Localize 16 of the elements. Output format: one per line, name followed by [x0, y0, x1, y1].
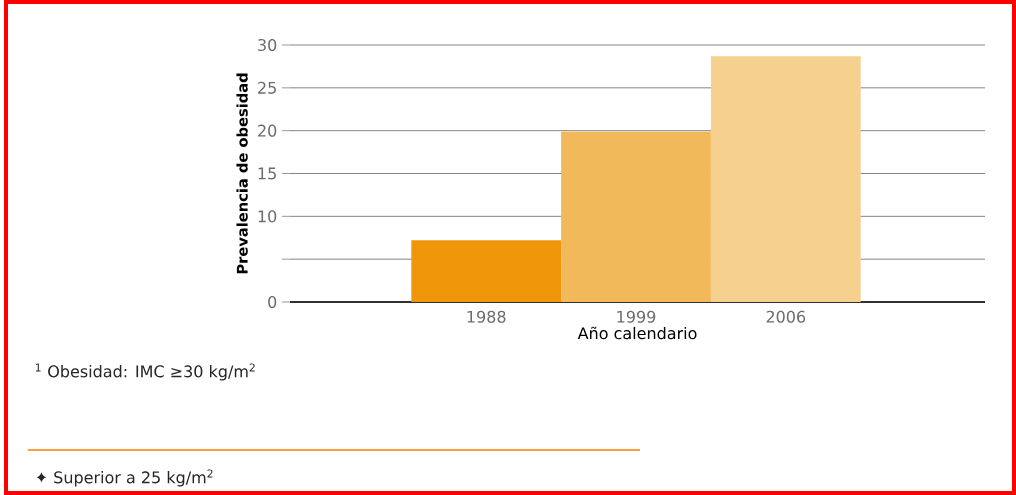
- x-axis-title: Año calendario: [577, 326, 697, 340]
- y-tick-label: 30: [258, 38, 277, 52]
- y-tick-label: 0: [268, 295, 277, 309]
- bar: [710, 56, 861, 302]
- bar: [561, 131, 711, 302]
- x-tick-label: 1988: [467, 310, 506, 323]
- x-tick-label: 1999: [617, 310, 656, 323]
- y-axis-title: Prevalencia de obesidad: [236, 73, 248, 274]
- y-tick-label: 25: [258, 81, 276, 94]
- bar: [411, 240, 562, 302]
- x-tick-label: 2006: [766, 310, 806, 323]
- text: $^{1}$ Obesidad: IMC ≥30 kg/m$^{2}$: [35, 363, 255, 381]
- y-tick-label: 10: [258, 210, 277, 223]
- text: ✦ Superior a 25 kg/m$^{2}$: [35, 469, 213, 487]
- y-tick-label: 20: [258, 124, 277, 137]
- y-tick-label: 15: [258, 167, 276, 180]
